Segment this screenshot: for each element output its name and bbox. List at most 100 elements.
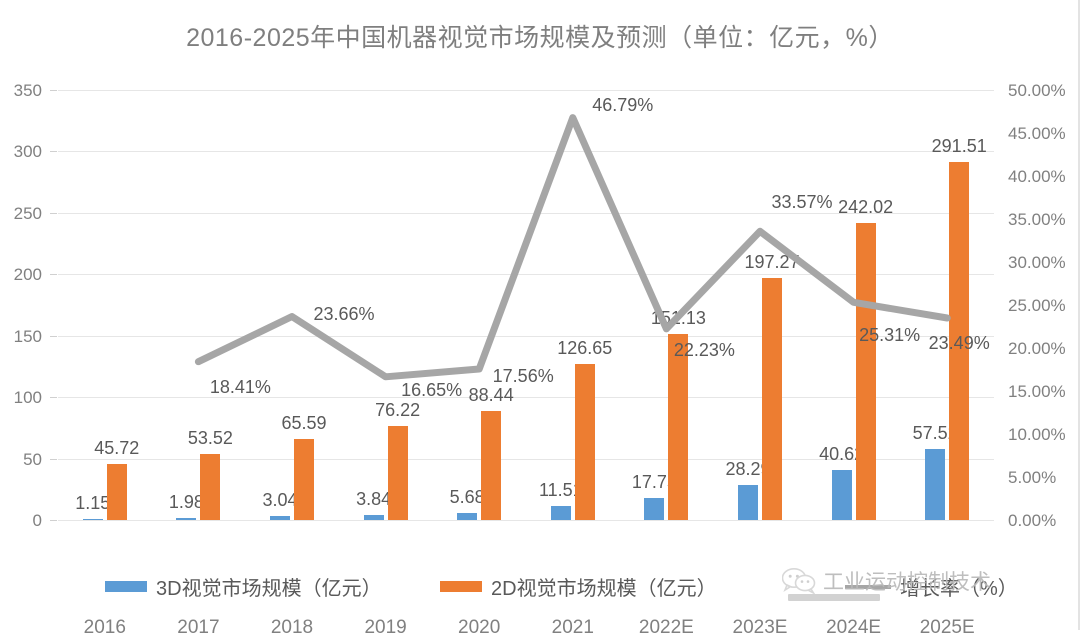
- y-axis-label: 0: [32, 511, 42, 530]
- y2-axis-label: 5.00%: [1008, 468, 1057, 487]
- y-axis-label: 100: [13, 388, 42, 408]
- legend-label: 3D视觉市场规模（亿元）: [156, 578, 382, 600]
- bar-2d: [387, 426, 408, 520]
- bar-2d: [668, 334, 689, 520]
- legend-item-3[interactable]: 增长率（%）: [845, 572, 1018, 601]
- y-axis-tick: [50, 397, 57, 399]
- y2-axis-label: 45.00%: [1008, 124, 1066, 143]
- wechat-icon: [781, 568, 880, 601]
- y2-axis-label: 40.00%: [1008, 167, 1066, 186]
- chart-title: 2016-2025年中国机器视觉市场规模及预测（单位：亿元，%）: [186, 24, 894, 52]
- legend-label: 增长率（%）: [900, 578, 1018, 600]
- bar-2d: [106, 463, 127, 520]
- legend-label: 2D视觉市场规模（亿元）: [491, 578, 717, 600]
- bar-value-label: 126.65: [557, 338, 613, 359]
- bar-3d: [82, 518, 103, 520]
- bar-3d: [457, 513, 478, 520]
- y2-axis-label: 20.00%: [1008, 339, 1066, 358]
- y2-axis-label: 50.00%: [1008, 81, 1066, 100]
- bar-value-label: 3.04: [262, 490, 298, 511]
- bar-value-label: 40.62: [819, 444, 865, 465]
- bar-3d: [831, 470, 852, 520]
- y-axis-tick: [50, 458, 57, 460]
- y-axis-tick: [50, 274, 57, 276]
- bar-value-label: 57.52: [912, 423, 958, 444]
- gridline: [58, 212, 994, 214]
- legend-item-1[interactable]: 3D视觉市场规模（亿元）: [105, 572, 382, 601]
- growth-rate-value-label: 33.57%: [771, 192, 833, 213]
- growth-rate-line: [194, 114, 951, 381]
- bar-swatch-blue-icon: [105, 581, 147, 592]
- y-axis-label: 300: [13, 142, 42, 162]
- bar-value-label: 197.27: [744, 251, 800, 272]
- bar-value-label: 88.44: [468, 385, 514, 406]
- plot-area: 0 50 100 150 200 250 300 350 0.00% 5.00% 10.00% 15.…: [14, 81, 1066, 638]
- y-axis-tick: [50, 151, 57, 153]
- gridline: [58, 397, 994, 399]
- gridline: [58, 151, 994, 153]
- gridline: [58, 90, 994, 91]
- bar-2d: [294, 439, 314, 520]
- bar-value-label: 242.02: [838, 196, 894, 217]
- bar-value-label: 17.75: [631, 472, 677, 493]
- legend-item-2[interactable]: 2D视觉市场规模（亿元）: [440, 572, 717, 601]
- watermark-underline: [788, 594, 880, 601]
- bar-2d: [481, 411, 502, 520]
- watermark: 工业运动控制技术: [781, 566, 991, 601]
- y-axis-label: 250: [13, 203, 42, 223]
- growth-rate-value-label: 23.66%: [313, 303, 375, 324]
- bar-value-label: 291.51: [931, 135, 987, 156]
- growth-rate-value-label: 46.79%: [592, 94, 654, 115]
- y-axis-tick: [50, 212, 57, 214]
- right-border: [1078, 0, 1080, 630]
- bar-3d: [363, 515, 384, 520]
- bar-2d: [574, 364, 595, 520]
- bar-2d: [949, 161, 970, 520]
- growth-rate-value-label: 16.65%: [401, 379, 463, 400]
- bar-value-label: 65.59: [281, 413, 327, 434]
- chart-legend: 3D视觉市场规模（亿元） 2D视觉市场规模（亿元） 增长率（%）: [0, 572, 1080, 612]
- bar-value-label: 45.72: [94, 437, 140, 458]
- growth-rate-value-label: 17.56%: [492, 365, 554, 386]
- y-axis-label: 200: [13, 265, 42, 285]
- bar-value-label: 3.84: [356, 489, 392, 510]
- bar-2d: [855, 222, 876, 520]
- line-swatch-gray-icon: [845, 584, 891, 589]
- gridline: [58, 520, 994, 521]
- bar-value-label: 1.15: [75, 492, 111, 513]
- bar-2d: [200, 454, 221, 520]
- watermark-text: 工业运动控制技术: [823, 571, 991, 594]
- bar-value-label: 53.52: [187, 428, 233, 449]
- y-axis-label: 150: [13, 326, 42, 346]
- bar-2d: [762, 277, 782, 520]
- bar-value-label: 1.98: [168, 491, 204, 512]
- gridline: [58, 458, 994, 460]
- y-axis-label: 50: [23, 449, 42, 469]
- y-axis-tick: [50, 520, 57, 521]
- bar-swatch-orange-icon: [440, 581, 482, 592]
- bar-value-label: 28.29: [725, 459, 771, 480]
- y2-axis-label: 15.00%: [1008, 382, 1066, 401]
- gridline: [58, 335, 994, 337]
- growth-rate-value-label: 25.31%: [859, 325, 921, 346]
- bar-value-label: 76.22: [375, 400, 421, 421]
- y2-axis-label: 35.00%: [1008, 210, 1066, 229]
- bar-3d: [176, 517, 197, 520]
- y2-axis-label: 0.00%: [1008, 511, 1057, 530]
- bar-3d: [550, 505, 571, 520]
- bar-value-label: 11.51: [538, 479, 583, 500]
- y2-axis-label: 10.00%: [1008, 425, 1066, 444]
- bar-3d: [644, 498, 665, 520]
- y-axis-label: 350: [13, 81, 42, 100]
- y2-axis-label: 30.00%: [1008, 253, 1066, 272]
- y2-axis-label: 25.00%: [1008, 296, 1066, 315]
- y-axis-tick: [50, 90, 57, 91]
- bar-value-label: 5.68: [449, 487, 485, 508]
- gridline: [58, 274, 994, 276]
- bar-3d: [925, 449, 946, 520]
- bar-3d: [738, 485, 758, 520]
- growth-rate-value-label: 18.41%: [209, 376, 271, 397]
- y-axis-tick: [50, 335, 57, 337]
